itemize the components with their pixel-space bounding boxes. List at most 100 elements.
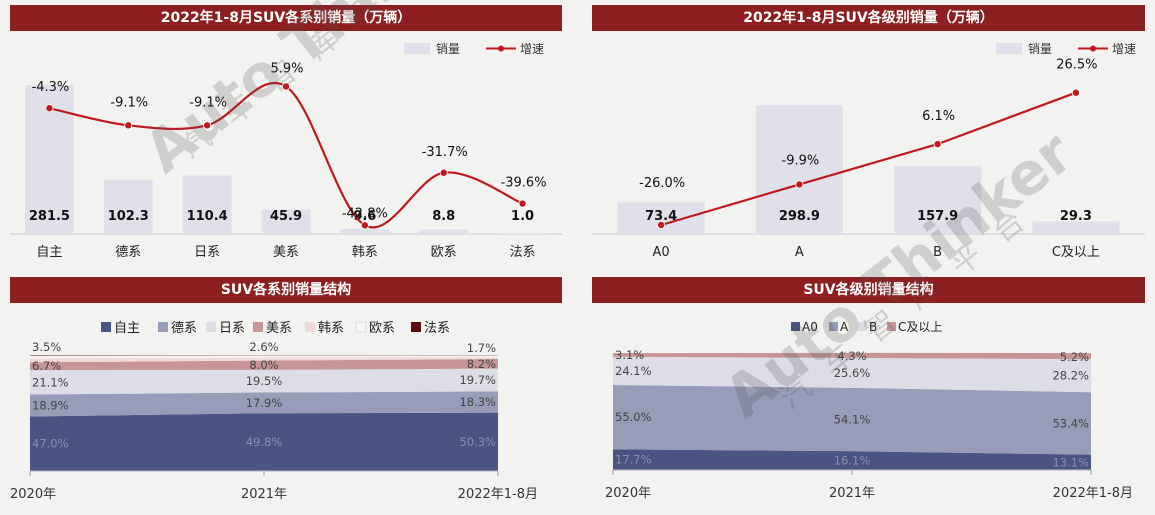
- x-tick-label-0: 2020年: [10, 487, 56, 502]
- bar-3: [1032, 221, 1120, 234]
- growth-label-3: 26.5%: [1056, 58, 1097, 73]
- data-label-韩系-0: 3.5%: [32, 340, 61, 354]
- legend: 销量 增速: [404, 42, 544, 56]
- data-label-韩系-1: 2.6%: [249, 340, 278, 354]
- x-tick-label-2: B: [933, 245, 942, 260]
- bar-value-label-3: 29.3: [1060, 209, 1092, 224]
- legend: 自主 德系 日系 美系 韩系 欧系 法系: [101, 321, 450, 336]
- data-label-C及以上-2: 5.2%: [1060, 350, 1089, 364]
- x-tick-label-0: 2020年: [605, 486, 651, 501]
- bar-4: [340, 228, 390, 234]
- data-label-A0-2: 13.1%: [1052, 455, 1089, 469]
- banner-level-sales: 2022年1-8月SUV各级别销量（万辆）: [592, 5, 1145, 31]
- x-tick-label-2: 日系: [194, 245, 220, 260]
- bar-value-label-2: 157.9: [917, 209, 958, 224]
- growth-label-0: -26.0%: [639, 176, 685, 191]
- x-tick-label-1: 2021年: [241, 487, 287, 502]
- growth-point-0: [657, 220, 666, 229]
- legend-swatch-B: [858, 322, 867, 331]
- legend-swatch-欧系: [355, 321, 367, 333]
- area-C及以上: [613, 352, 1091, 360]
- legend-label-德系: 德系: [171, 321, 197, 336]
- legend-swatch-C及以上: [887, 322, 896, 331]
- legend-swatch-韩系: [305, 322, 315, 332]
- data-label-韩系-2: 1.7%: [467, 341, 496, 355]
- data-label-日系-0: 21.1%: [32, 375, 69, 389]
- bar-6: [498, 233, 548, 234]
- legend-marker-line: [498, 45, 504, 52]
- area-日系: [30, 368, 498, 395]
- data-label-B-0: 24.1%: [615, 364, 652, 378]
- bar-1: [103, 179, 153, 234]
- legend-label-欧系: 欧系: [369, 321, 395, 336]
- legend-label-C及以上: C及以上: [898, 320, 942, 334]
- data-label-美系-0: 6.7%: [32, 359, 61, 373]
- legend-swatch-自主: [101, 322, 111, 332]
- growth-label-4: -42.8%: [342, 206, 388, 221]
- legend-label-A: A: [840, 320, 849, 334]
- data-label-B-1: 25.6%: [834, 366, 871, 380]
- x-tick-label-1: 德系: [115, 245, 141, 260]
- x-tick-label-3: C及以上: [1052, 245, 1100, 260]
- growth-label-1: -9.1%: [110, 95, 148, 110]
- growth-point-2: [933, 140, 942, 149]
- data-label-德系-2: 18.3%: [459, 395, 496, 409]
- legend-label-自主: 自主: [114, 321, 140, 336]
- data-label-A0-0: 17.7%: [615, 453, 652, 467]
- area-自主: [30, 412, 498, 471]
- x-tick-label-0: 自主: [36, 245, 62, 260]
- legend-label-line: 增速: [520, 42, 544, 56]
- data-label-美系-2: 8.2%: [467, 357, 496, 371]
- x-tick-label-6: 法系: [510, 245, 536, 260]
- growth-point-6: [518, 199, 527, 208]
- growth-point-5: [439, 168, 448, 177]
- x-tick-label-2: 2022年1-8月: [458, 487, 538, 502]
- bar-value-label-0: 281.5: [29, 209, 70, 224]
- legend-marker-line: [1090, 45, 1096, 52]
- bar-value-label-1: 298.9: [779, 209, 820, 224]
- bar-value-label-5: 8.8: [432, 209, 455, 224]
- growth-point-1: [795, 180, 804, 189]
- data-label-日系-1: 19.5%: [246, 374, 283, 388]
- legend-label-日系: 日系: [219, 321, 245, 336]
- legend: A0 A B C及以上: [791, 320, 942, 334]
- data-label-德系-1: 17.9%: [246, 396, 283, 410]
- legend-swatch-bar: [996, 43, 1022, 54]
- bar-value-label-6: 1.0: [511, 209, 534, 224]
- x-tick-label-3: 美系: [273, 245, 299, 260]
- growth-label-6: -39.6%: [501, 176, 547, 191]
- legend-swatch-美系: [253, 322, 263, 332]
- bar-5: [419, 229, 469, 234]
- growth-label-2: 6.1%: [922, 109, 955, 124]
- growth-point-3: [1071, 88, 1080, 97]
- banner-series-sales: 2022年1-8月SUV各系别销量（万辆）: [10, 5, 562, 31]
- legend-label-韩系: 韩系: [318, 321, 344, 336]
- x-tick-label-5: 欧系: [431, 245, 457, 260]
- chart-level-structure: 2020年 2021年 2022年1-8月 17.7% 16.1% 13.1% 55.0% 5…: [605, 320, 1133, 501]
- x-tick-label-2: 2022年1-8月: [1053, 486, 1133, 501]
- data-label-自主-1: 49.8%: [246, 435, 283, 449]
- legend-swatch-bar: [404, 43, 430, 54]
- data-label-A-0: 55.0%: [615, 410, 652, 424]
- growth-label-3: 5.9%: [270, 61, 303, 76]
- growth-point-3: [281, 82, 290, 91]
- legend-swatch-A: [829, 322, 838, 331]
- bar-value-label-2: 110.4: [187, 209, 228, 224]
- growth-label-0: -4.3%: [32, 80, 70, 95]
- growth-line: [660, 91, 1077, 227]
- legend-label-美系: 美系: [266, 321, 292, 336]
- area-韩系: [30, 357, 498, 363]
- bar-2: [182, 175, 232, 234]
- data-label-美系-1: 8.0%: [249, 358, 278, 372]
- legend-label-A0: A0: [802, 320, 818, 334]
- bar-value-label-1: 102.3: [108, 209, 149, 224]
- growth-label-5: -31.7%: [422, 145, 468, 160]
- data-label-自主-2: 50.3%: [459, 435, 496, 449]
- chart-series-structure: 2020年 2021年 2022年1-8月 47.0% 49.8% 50.3% 18.9% 1…: [10, 321, 538, 502]
- growth-label-2: -9.1%: [189, 95, 227, 110]
- data-label-C及以上-0: 3.1%: [615, 348, 644, 362]
- data-label-A0-1: 16.1%: [834, 454, 871, 468]
- x-tick-label-0: A0: [653, 245, 670, 260]
- bar-1: [755, 105, 843, 234]
